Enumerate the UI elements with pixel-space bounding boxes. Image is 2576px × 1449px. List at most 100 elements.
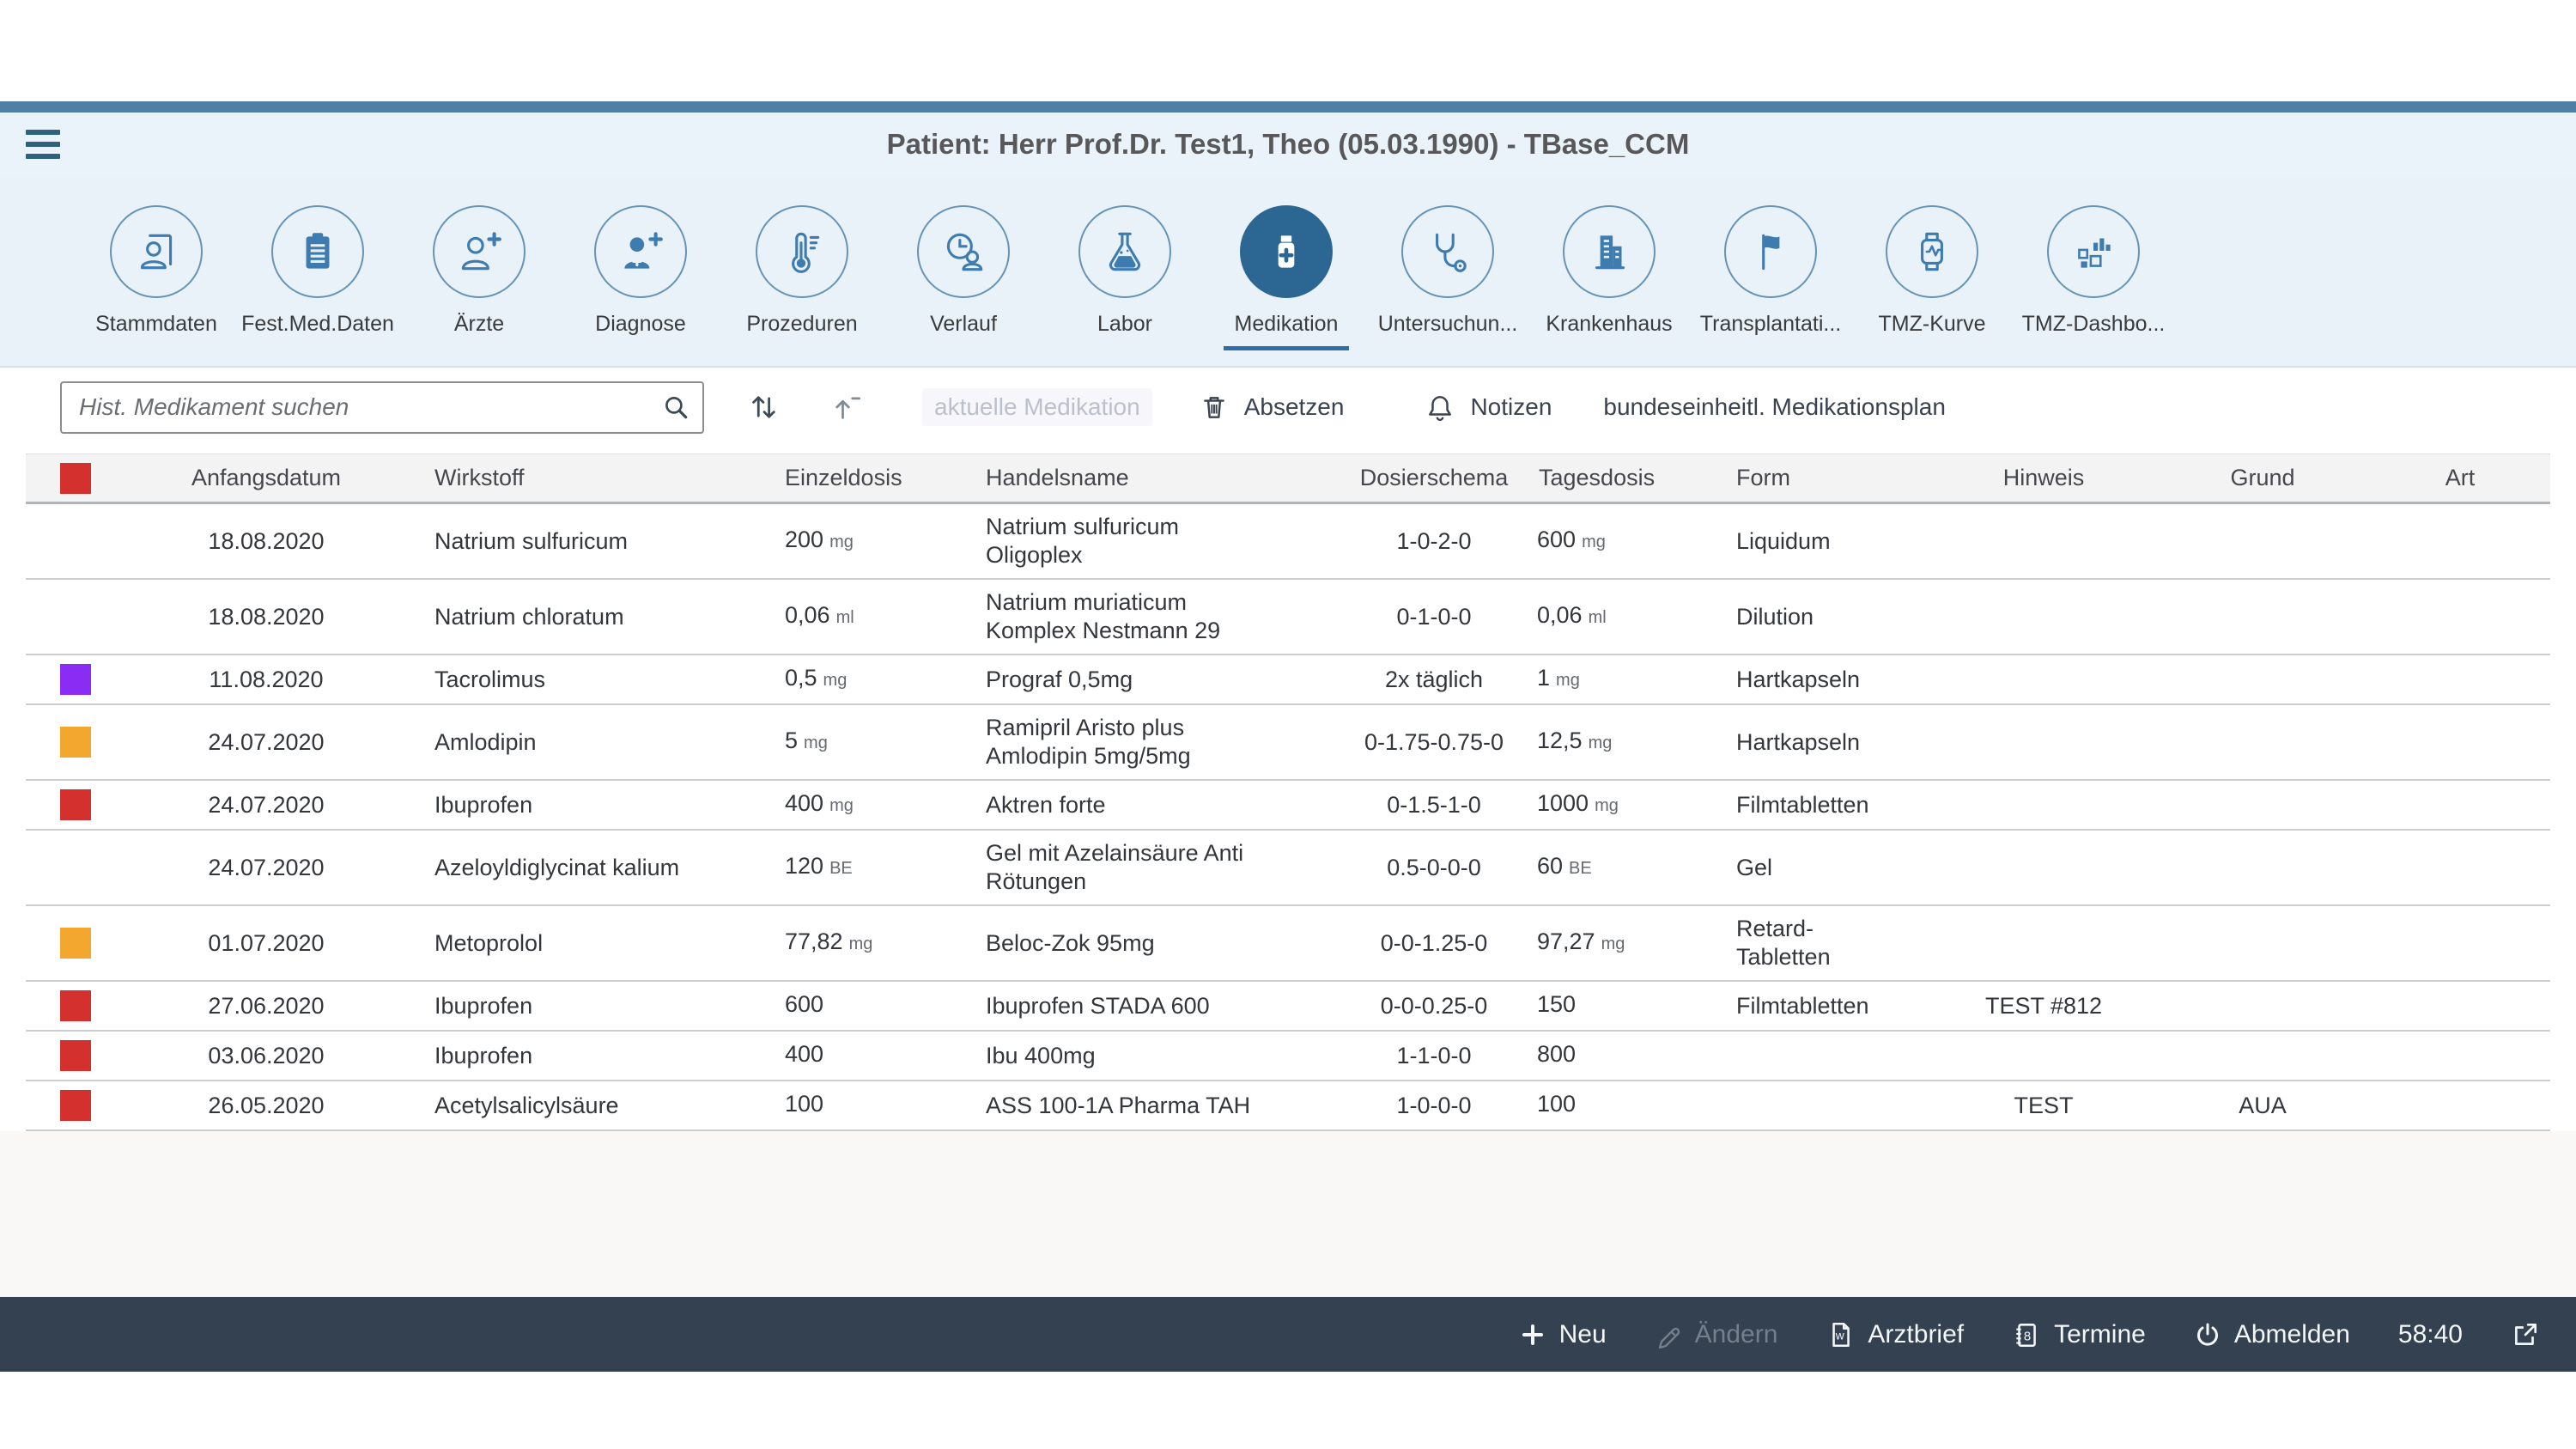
- sort-button[interactable]: [749, 392, 780, 423]
- medication-table-body: 18.08.2020 Natrium sulfuricum 200mg Natr…: [26, 503, 2550, 1131]
- cell-einzeldosis: 100: [773, 1081, 979, 1130]
- abmelden-button[interactable]: Abmelden: [2194, 1320, 2350, 1349]
- page-top-margin: [0, 0, 2576, 101]
- export-button[interactable]: [2511, 1320, 2540, 1349]
- cell-einzeldosis: 200mg: [773, 503, 979, 580]
- notizen-label: Notizen: [1470, 393, 1552, 421]
- cell-wirkstoff: Metoprolol: [421, 905, 773, 981]
- cell-tagesdosis: 1mg: [1528, 654, 1726, 704]
- neu-button[interactable]: Neu: [1519, 1320, 1607, 1349]
- table-row[interactable]: 26.05.2020 Acetylsalicylsäure 100 ASS 10…: [26, 1081, 2550, 1130]
- table-row[interactable]: 18.08.2020 Natrium chloratum 0,06ml Natr…: [26, 579, 2550, 654]
- cell-art: [2370, 830, 2550, 905]
- col-tagesdosis: Tagesdosis: [1528, 454, 1726, 503]
- cell-anfangsdatum: 26.05.2020: [112, 1081, 421, 1130]
- nav-bar: Stammdaten Fest.Med.Daten Ärzte Diagnose: [0, 176, 2576, 368]
- nav-item-labor[interactable]: Labor: [1044, 205, 1206, 337]
- cell-form: [1726, 1031, 1932, 1081]
- cell-anfangsdatum: 24.07.2020: [112, 830, 421, 905]
- document-w-icon: [1826, 1320, 1855, 1349]
- cell-handelsname: ASS 100-1A Pharma TAH: [979, 1081, 1340, 1130]
- cell-anfangsdatum: 03.06.2020: [112, 1031, 421, 1081]
- nav-item-label: Fest.Med.Daten: [241, 312, 394, 337]
- arrow-up-minus-icon: [831, 392, 862, 423]
- table-row[interactable]: 24.07.2020 Azeloyldiglycinat kalium 120B…: [26, 830, 2550, 905]
- table-row[interactable]: 01.07.2020 Metoprolol 77,82mg Beloc-Zok …: [26, 905, 2550, 981]
- nav-icon-circle: [271, 205, 364, 298]
- cell-hinweis: [1932, 905, 2155, 981]
- table-row[interactable]: 11.08.2020 Tacrolimus 0,5mg Prograf 0,5m…: [26, 654, 2550, 704]
- cell-dosierschema: 0-1.5-1-0: [1340, 780, 1528, 830]
- bell-icon: [1425, 393, 1455, 422]
- person-plus-icon: [454, 227, 504, 277]
- pill-bottle-icon: [1261, 227, 1311, 277]
- person-plus-filled-icon: [616, 227, 665, 277]
- cell-dosierschema: 0.5-0-0-0: [1340, 830, 1528, 905]
- table-row[interactable]: 18.08.2020 Natrium sulfuricum 200mg Natr…: [26, 503, 2550, 580]
- cell-tagesdosis: 60BE: [1528, 830, 1726, 905]
- aktuelle-medikation-button[interactable]: aktuelle Medikation: [922, 388, 1152, 426]
- nav-icon-circle: [110, 205, 203, 298]
- medication-toolbar: aktuelle Medikation Absetzen Notizen bun…: [0, 368, 2576, 447]
- cell-anfangsdatum: 18.08.2020: [112, 579, 421, 654]
- nav-icon-circle: [1401, 205, 1494, 298]
- nav-icon-circle: [2047, 205, 2140, 298]
- cell-hinweis: TEST: [1932, 1081, 2155, 1130]
- menu-icon[interactable]: [26, 130, 65, 159]
- dashboard-icon: [2069, 227, 2118, 277]
- nav-item-label: Untersuchun...: [1378, 312, 1518, 337]
- cell-art: [2370, 905, 2550, 981]
- nav-icon-circle: [433, 205, 526, 298]
- nav-item-medikation[interactable]: Medikation: [1206, 205, 1367, 350]
- row-color-marker: [60, 928, 91, 959]
- nav-item-krankenhaus[interactable]: Krankenhaus: [1528, 205, 1690, 337]
- nav-icon-circle: [594, 205, 687, 298]
- table-row[interactable]: 03.06.2020 Ibuprofen 400 Ibu 400mg 1-1-0…: [26, 1031, 2550, 1081]
- nav-item-stammdaten[interactable]: Stammdaten: [76, 205, 237, 337]
- cell-art: [2370, 579, 2550, 654]
- search-icon[interactable]: [661, 393, 690, 422]
- termine-button[interactable]: Termine: [2012, 1320, 2146, 1349]
- aendern-button[interactable]: Ändern: [1655, 1320, 1778, 1349]
- history-icon: [939, 227, 988, 277]
- search-input[interactable]: [62, 383, 661, 432]
- cell-wirkstoff: Ibuprofen: [421, 1031, 773, 1081]
- cell-dosierschema: 0-0-1.25-0: [1340, 905, 1528, 981]
- cell-grund: [2155, 780, 2370, 830]
- nav-icon-circle: [756, 205, 848, 298]
- absetzen-button[interactable]: Absetzen: [1200, 393, 1345, 422]
- nav-item--rzte[interactable]: Ärzte: [398, 205, 560, 337]
- nav-item-label: Verlauf: [930, 312, 997, 337]
- table-row[interactable]: 24.07.2020 Amlodipin 5mg Ramipril Aristo…: [26, 704, 2550, 780]
- nav-item-diagnose[interactable]: Diagnose: [560, 205, 721, 337]
- cell-wirkstoff: Amlodipin: [421, 704, 773, 780]
- table-row[interactable]: 27.06.2020 Ibuprofen 600 Ibuprofen STADA…: [26, 981, 2550, 1031]
- cell-art: [2370, 503, 2550, 580]
- cell-art: [2370, 1081, 2550, 1130]
- move-to-top-button[interactable]: [831, 392, 862, 423]
- nav-item-prozeduren[interactable]: Prozeduren: [721, 205, 883, 337]
- absetzen-label: Absetzen: [1244, 393, 1345, 421]
- cell-form: Dilution: [1726, 579, 1932, 654]
- nav-item-untersuchun-[interactable]: Untersuchun...: [1367, 205, 1528, 337]
- red-marker-icon: [60, 463, 91, 494]
- table-row[interactable]: 24.07.2020 Ibuprofen 400mg Aktren forte …: [26, 780, 2550, 830]
- cell-grund: [2155, 905, 2370, 981]
- cell-form: Filmtabletten: [1726, 780, 1932, 830]
- row-color-marker: [60, 727, 91, 758]
- stethoscope-icon: [1423, 227, 1473, 277]
- nav-item-fest-med-daten[interactable]: Fest.Med.Daten: [237, 205, 398, 337]
- medikationsplan-button[interactable]: bundeseinheitl. Medikationsplan: [1603, 393, 1946, 421]
- page-title: Patient: Herr Prof.Dr. Test1, Theo (05.0…: [0, 128, 2576, 161]
- row-color-marker: [60, 990, 91, 1021]
- nav-item-tmz-kurve[interactable]: TMZ-Kurve: [1851, 205, 2013, 337]
- cell-form: Hartkapseln: [1726, 704, 1932, 780]
- nav-item-verlauf[interactable]: Verlauf: [883, 205, 1044, 337]
- search-field: [60, 381, 704, 434]
- cell-handelsname: Gel mit Azelainsäure Anti Rötungen: [979, 830, 1340, 905]
- row-color-marker: [60, 664, 91, 695]
- arztbrief-button[interactable]: Arztbrief: [1826, 1320, 1964, 1349]
- nav-item-transplantati-[interactable]: Transplantati...: [1690, 205, 1851, 337]
- notizen-button[interactable]: Notizen: [1425, 393, 1552, 422]
- nav-item-tmz-dashbo-[interactable]: TMZ-Dashbo...: [2013, 205, 2174, 337]
